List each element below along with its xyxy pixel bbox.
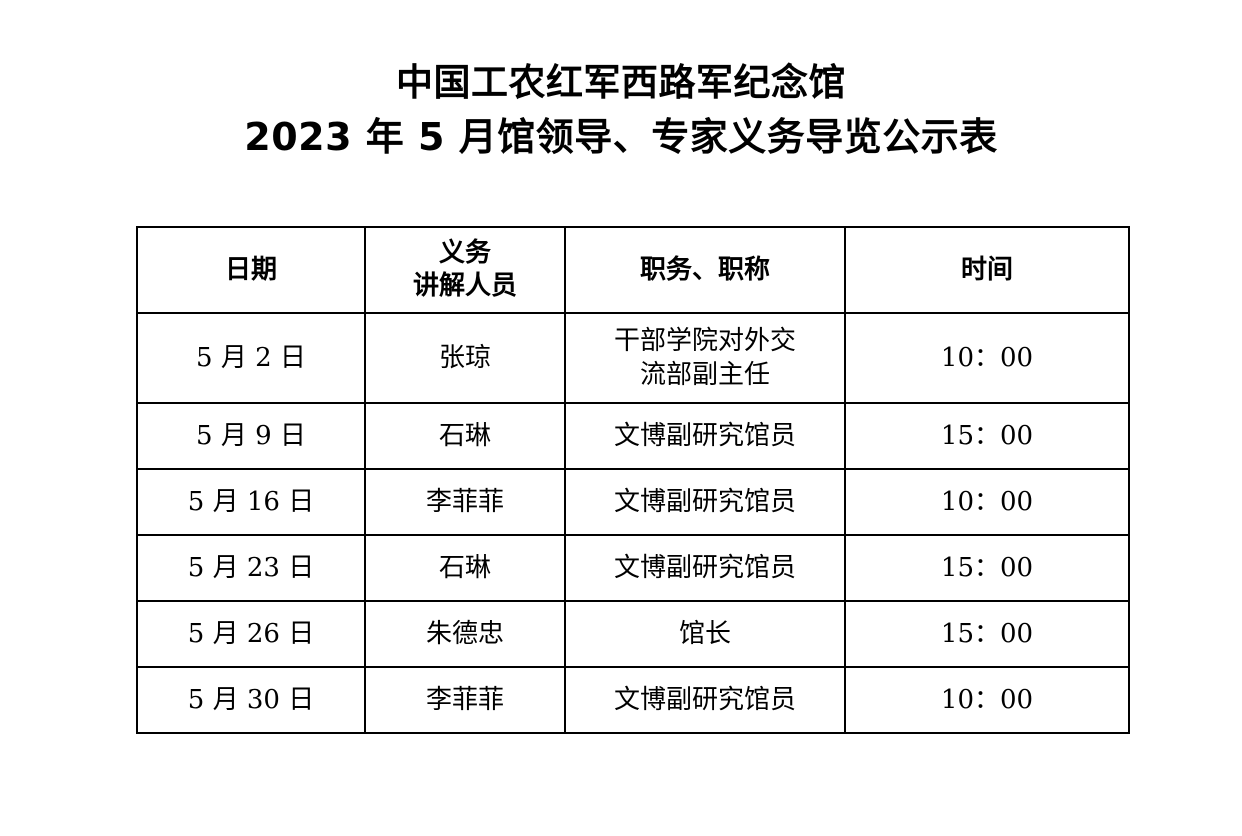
cell-title: 馆长	[564, 600, 846, 668]
cell-title-line-1: 文博副研究馆员	[613, 487, 796, 517]
column-header-time: 时间	[844, 226, 1130, 314]
cell-date-value: 5 月 23 日	[187, 553, 315, 583]
cell-name-value: 张琼	[438, 343, 491, 373]
cell-name: 石琳	[364, 534, 566, 602]
table-row: 5 月 2 日 张琼 干部学院对外交 流部副主任 10：00	[136, 312, 1130, 404]
cell-title-line-1: 文博副研究馆员	[613, 421, 796, 451]
table-row: 5 月 16 日 李菲菲 文博副研究馆员 10：00	[136, 468, 1130, 536]
cell-date-value: 5 月 30 日	[187, 685, 315, 715]
column-header-title-label: 职务、职称	[639, 254, 770, 285]
document-title-block: 中国工农红军西路军纪念馆 2023 年 5 月馆领导、专家义务导览公示表	[0, 56, 1242, 164]
table-row: 5 月 9 日 石琳 文博副研究馆员 15：00	[136, 402, 1130, 470]
table-header-row: 日期 义务 讲解人员 职务、职称 时间	[136, 226, 1130, 314]
cell-date: 5 月 26 日	[136, 600, 366, 668]
cell-name: 张琼	[364, 312, 566, 404]
table-row: 5 月 30 日 李菲菲 文博副研究馆员 10：00	[136, 666, 1130, 734]
table-body: 5 月 2 日 张琼 干部学院对外交 流部副主任 10：00 5	[136, 312, 1130, 734]
page-title-line-2: 2023 年 5 月馆领导、专家义务导览公示表	[244, 115, 998, 159]
cell-name-value: 石琳	[438, 421, 491, 451]
column-header-name: 义务 讲解人员	[364, 226, 566, 314]
cell-time-value: 15：00	[940, 619, 1034, 649]
cell-time: 15：00	[844, 534, 1130, 602]
cell-title-line-1: 文博副研究馆员	[613, 685, 796, 715]
cell-title-line-2: 流部副主任	[639, 360, 770, 390]
cell-date-value: 5 月 2 日	[196, 343, 306, 373]
cell-title: 文博副研究馆员	[564, 666, 846, 734]
cell-title-line-1: 干部学院对外交	[613, 326, 796, 356]
schedule-table-container: 日期 义务 讲解人员 职务、职称 时间	[136, 226, 1130, 734]
cell-time-value: 15：00	[940, 421, 1034, 451]
cell-name: 朱德忠	[364, 600, 566, 668]
cell-name-value: 石琳	[438, 553, 491, 583]
column-header-time-label: 时间	[960, 254, 1013, 285]
cell-time: 15：00	[844, 600, 1130, 668]
cell-time-value: 15：00	[940, 553, 1034, 583]
cell-date-value: 5 月 16 日	[187, 487, 315, 517]
column-header-name-label-line-1: 义务	[438, 238, 491, 268]
cell-date: 5 月 9 日	[136, 402, 366, 470]
schedule-table: 日期 义务 讲解人员 职务、职称 时间	[136, 226, 1130, 734]
cell-time: 10：00	[844, 666, 1130, 734]
cell-name: 李菲菲	[364, 666, 566, 734]
column-header-title: 职务、职称	[564, 226, 846, 314]
cell-name: 李菲菲	[364, 468, 566, 536]
cell-title-line-1: 文博副研究馆员	[613, 553, 796, 583]
cell-time-value: 10：00	[940, 685, 1034, 715]
cell-name-value: 李菲菲	[425, 487, 504, 517]
page-title-line-1: 中国工农红军西路军纪念馆	[396, 61, 846, 104]
cell-title: 文博副研究馆员	[564, 534, 846, 602]
cell-date-value: 5 月 9 日	[196, 421, 306, 451]
cell-time-value: 10：00	[940, 343, 1034, 373]
cell-title: 文博副研究馆员	[564, 402, 846, 470]
cell-name-value: 朱德忠	[425, 619, 504, 649]
cell-time-value: 10：00	[940, 487, 1034, 517]
cell-time: 10：00	[844, 468, 1130, 536]
cell-time: 10：00	[844, 312, 1130, 404]
table-header: 日期 义务 讲解人员 职务、职称 时间	[136, 226, 1130, 314]
cell-title: 文博副研究馆员	[564, 468, 846, 536]
cell-name: 石琳	[364, 402, 566, 470]
cell-title-line-1: 馆长	[678, 619, 731, 649]
cell-date: 5 月 30 日	[136, 666, 366, 734]
cell-time: 15：00	[844, 402, 1130, 470]
cell-date: 5 月 23 日	[136, 534, 366, 602]
cell-date: 5 月 16 日	[136, 468, 366, 536]
cell-title: 干部学院对外交 流部副主任	[564, 312, 846, 404]
table-row: 5 月 23 日 石琳 文博副研究馆员 15：00	[136, 534, 1130, 602]
cell-date: 5 月 2 日	[136, 312, 366, 404]
column-header-date: 日期	[136, 226, 366, 314]
column-header-date-label: 日期	[224, 254, 277, 285]
column-header-name-label-line-2: 讲解人员	[412, 271, 517, 301]
table-row: 5 月 26 日 朱德忠 馆长 15：00	[136, 600, 1130, 668]
cell-name-value: 李菲菲	[425, 685, 504, 715]
cell-date-value: 5 月 26 日	[187, 619, 315, 649]
